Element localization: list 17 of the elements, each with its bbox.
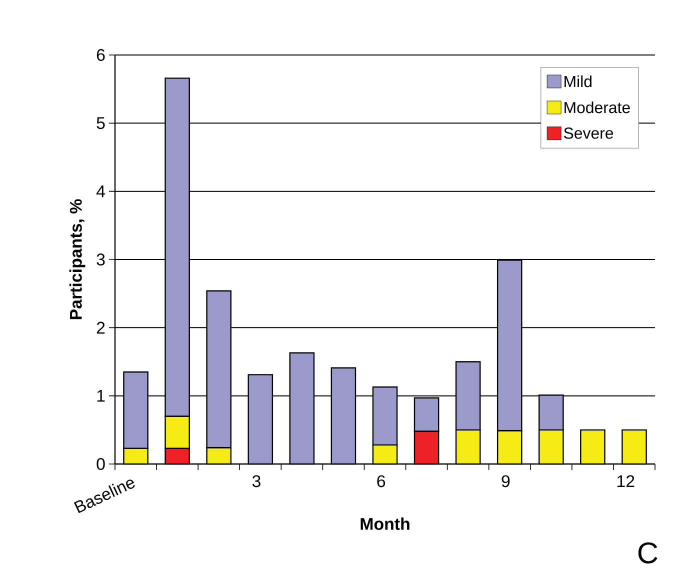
legend-label: Moderate xyxy=(564,101,630,114)
y-tick-label: 0 xyxy=(96,458,105,470)
x-tick-label: 12 xyxy=(617,475,634,488)
x-tick-label: 3 xyxy=(252,475,260,488)
y-tick-label: 5 xyxy=(96,117,105,130)
legend-label: Severe xyxy=(564,128,614,139)
y-axis-title: Participants, % xyxy=(69,199,86,320)
y-tick-label: 2 xyxy=(96,322,105,334)
y-tick-label: 3 xyxy=(96,254,105,266)
y-tick-label: 1 xyxy=(97,390,105,402)
text: C xyxy=(638,542,658,564)
legend-label: Mild xyxy=(564,75,592,88)
y-tick-label: 4 xyxy=(96,186,105,198)
x-tick-label: 6 xyxy=(377,475,386,488)
y-tick-label: 6 xyxy=(96,49,105,61)
x-axis-title: Month xyxy=(360,518,410,530)
x-tick-label: 9 xyxy=(502,475,510,488)
